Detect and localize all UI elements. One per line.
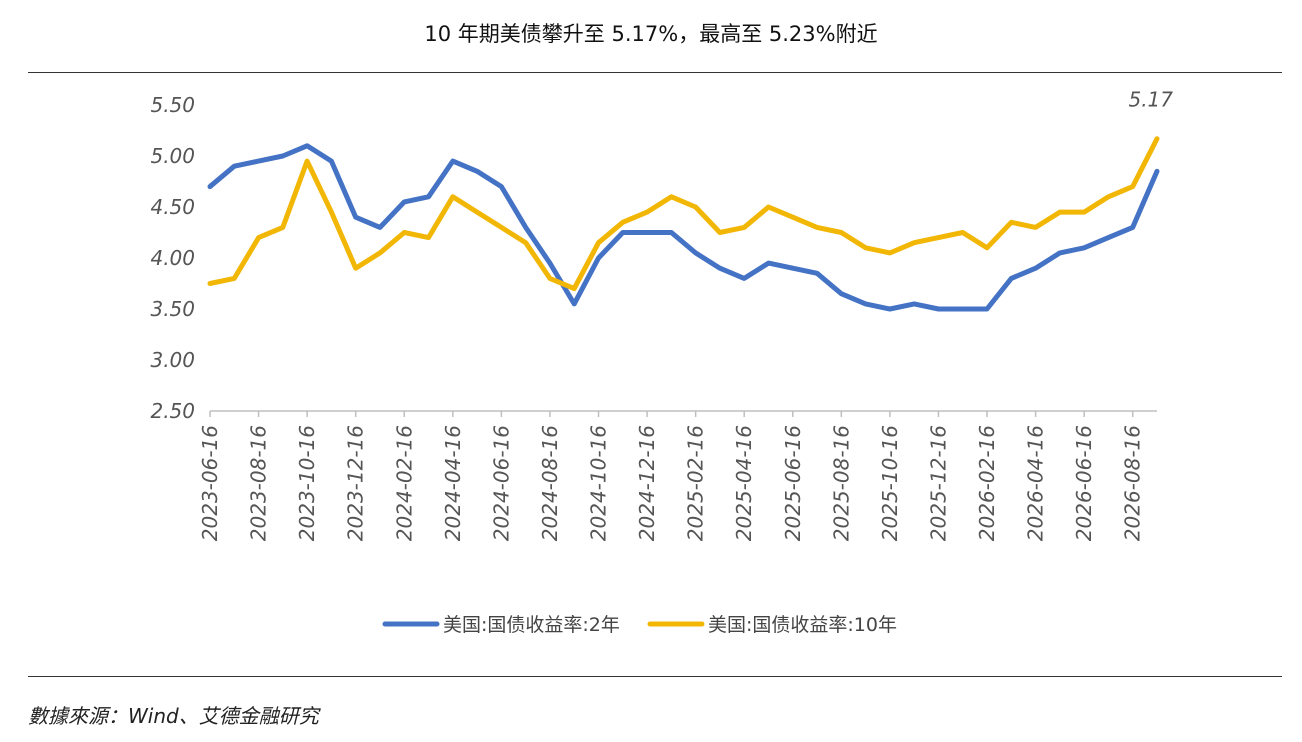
x-tick-label: 2026-08-16: [1121, 425, 1145, 541]
legend-label-2y: 美国:国债收益率:2年: [443, 614, 620, 636]
x-tick-label: 2024-08-16: [538, 425, 562, 541]
x-tick-label: 2025-12-16: [926, 425, 950, 541]
legend-label-10y: 美国:国债收益率:10年: [708, 614, 897, 636]
x-tick-label: 2023-08-16: [247, 425, 271, 541]
annotations: 5.17: [1128, 88, 1173, 112]
y-tick-label: 4.00: [150, 246, 195, 270]
x-tick-label: 2024-10-16: [587, 425, 611, 541]
bottom-divider: [28, 676, 1282, 677]
x-tick-label: 2026-04-16: [1024, 425, 1048, 541]
x-tick-label: 2024-04-16: [441, 425, 465, 541]
y-tick-label: 5.00: [150, 144, 195, 168]
y-axis: 2.50 3.00 3.50 4.00 4.50 5.00 5.50: [150, 93, 195, 423]
data-label-last-10y: 5.17: [1128, 88, 1173, 112]
y-tick-label: 3.00: [150, 348, 195, 372]
y-tick-label: 3.50: [150, 297, 195, 321]
source-note: 數據來源：Wind、艾德金融研究: [28, 704, 319, 728]
x-tick-label: 2024-12-16: [635, 425, 659, 541]
x-tick-label: 2025-06-16: [781, 425, 805, 541]
legend: 美国:国债收益率:2年 美国:国债收益率:10年: [382, 614, 897, 636]
y-tick-label: 2.50: [150, 399, 195, 423]
series-line-10y: [207, 136, 1160, 292]
x-tick-label: 2025-04-16: [732, 425, 756, 541]
y-tick-label: 5.50: [150, 93, 195, 117]
x-tick-label: 2025-08-16: [829, 425, 853, 541]
x-tick-label: 2024-02-16: [392, 425, 416, 541]
top-divider: [28, 72, 1282, 73]
x-tick-label: 2024-06-16: [489, 425, 513, 541]
x-tick-label: 2023-12-16: [344, 425, 368, 541]
chart-title: 10 年期美债攀升至 5.17%，最高至 5.23%附近: [424, 22, 878, 46]
series-lines: [207, 136, 1160, 312]
y-tick-label: 4.50: [150, 195, 195, 219]
series-line-2y: [207, 143, 1160, 312]
x-tick-label: 2025-02-16: [684, 425, 708, 541]
x-tick-label: 2023-10-16: [295, 425, 319, 541]
x-tick-label: 2025-10-16: [878, 425, 902, 541]
x-tick-label: 2023-06-16: [198, 425, 222, 541]
x-tick-label: 2026-06-16: [1072, 425, 1096, 541]
x-tick-label: 2026-02-16: [975, 425, 999, 541]
x-axis: 2023-06-16 2023-08-16 2023-10-16 2023-12-16…: [198, 410, 1157, 541]
